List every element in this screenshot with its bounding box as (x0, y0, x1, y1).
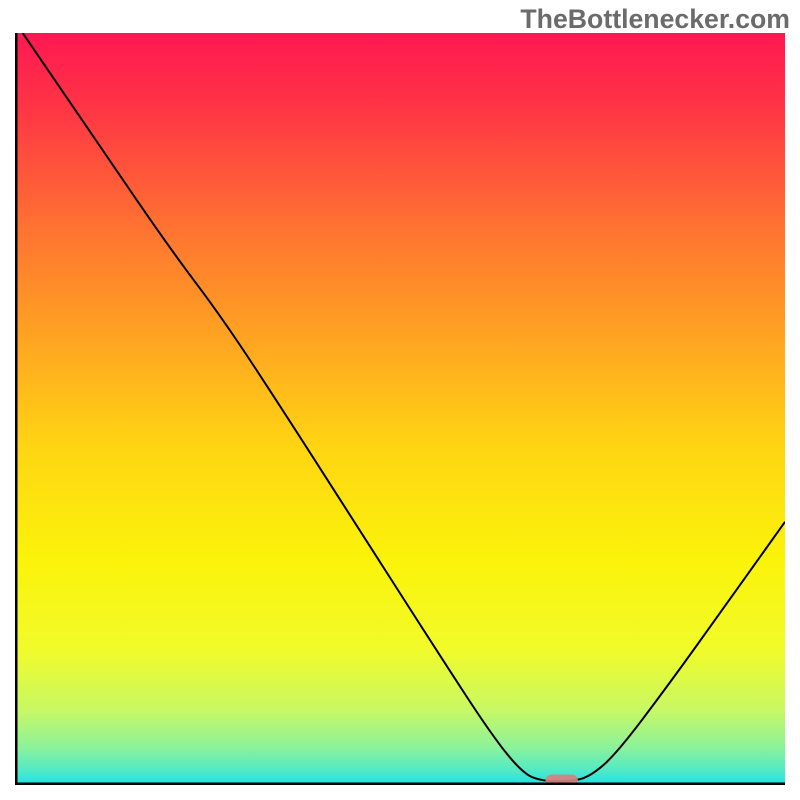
plot-background (15, 33, 785, 785)
watermark-text: TheBottlenecker.com (520, 4, 790, 35)
chart-container: TheBottlenecker.com (0, 0, 800, 800)
plot-svg (15, 33, 785, 785)
plot-area (15, 33, 785, 785)
